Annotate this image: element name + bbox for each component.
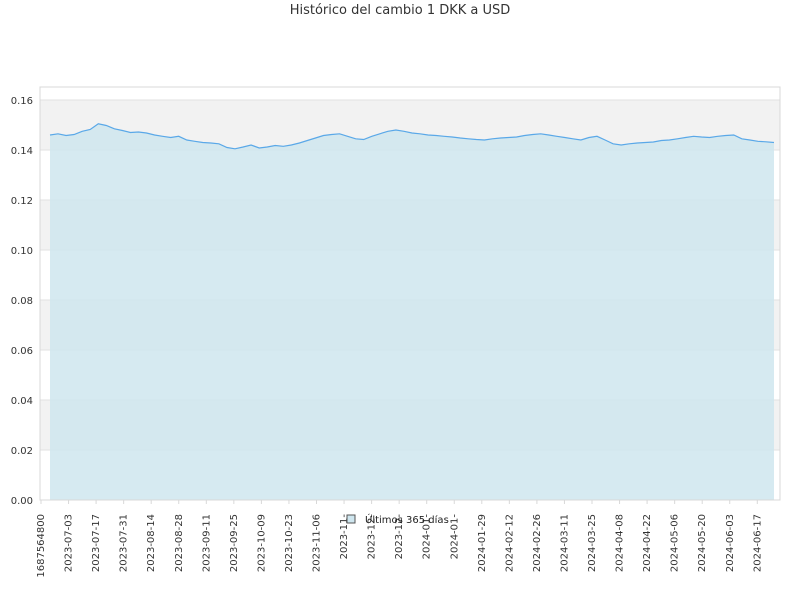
x-tick-label: 2023-12- — [367, 514, 378, 560]
x-tick-label: 2023-09-11 — [201, 514, 212, 572]
x-tick-label: 1687564800 — [36, 514, 47, 578]
x-tick-label: 2024-06-03 — [725, 514, 736, 572]
x-tick-label: 2024-01- — [422, 514, 433, 560]
x-tick-label: 2023-08-28 — [174, 514, 185, 572]
y-tick-label: 0.12 — [11, 196, 33, 207]
y-axis: 0.00 0.02 0.04 0.06 0.08 0.10 0.12 0.14 0.16 — [11, 96, 33, 507]
legend-swatch[interactable] — [346, 514, 356, 524]
y-tick-label: 0.08 — [11, 296, 33, 307]
series-line — [49, 123, 775, 150]
legend-label[interactable]: Últimos 365 días — [365, 513, 449, 526]
chart-title: Histórico del cambio 1 DKK a USD — [289, 3, 511, 18]
y-tick-label: 0.06 — [11, 346, 33, 357]
legend[interactable]: Últimos 365 días — [346, 513, 449, 526]
y-tick-label: 0.16 — [11, 96, 33, 107]
x-tick-label: 2024-01-29 — [477, 514, 488, 572]
x-tick-label: 2023-09-25 — [229, 514, 240, 572]
x-tick-label: 2024-05-06 — [670, 514, 681, 572]
x-tick-label: 2023-11- — [339, 514, 350, 560]
plot-frame — [39, 86, 781, 501]
x-tick-label: 2023-07-31 — [119, 514, 130, 572]
y-tick-label: 0.14 — [11, 146, 33, 157]
y-tick-label: 0.10 — [11, 246, 33, 257]
x-tick-label: 2024-04-22 — [642, 514, 653, 572]
x-tick-label: 2023-12- — [394, 514, 405, 560]
x-tick-label: 2024-02-12 — [504, 514, 515, 572]
band — [40, 87, 780, 100]
x-tick-label: 2024-03-11 — [559, 514, 570, 572]
x-axis: 1687564800 2023-07-03 2023-07-17 2023-07-31… — [36, 500, 763, 578]
x-tick-label: 2024-02-26 — [532, 514, 543, 572]
x-tick-label: 2024-04-08 — [615, 514, 626, 572]
x-tick-label: 2024-03-25 — [587, 514, 598, 572]
y-tick-label: 0.04 — [11, 396, 33, 407]
x-tick-label: 2023-08-14 — [146, 514, 157, 572]
x-tick-label: 2024-06-17 — [752, 514, 763, 572]
x-tick-label: 2023-10-09 — [256, 514, 267, 572]
x-tick-label: 2023-10-23 — [284, 514, 295, 572]
x-tick-label: 2023-11-06 — [312, 514, 323, 572]
y-tick-label: 0.00 — [11, 496, 33, 507]
x-tick-label: 2023-07-03 — [64, 514, 75, 572]
x-tick-label: 2024-01- — [449, 514, 460, 560]
y-tick-label: 0.02 — [11, 446, 33, 457]
x-tick-label: 2024-05-20 — [697, 514, 708, 572]
x-tick-label: 2023-07-17 — [91, 514, 102, 572]
series-area — [50, 123, 774, 501]
